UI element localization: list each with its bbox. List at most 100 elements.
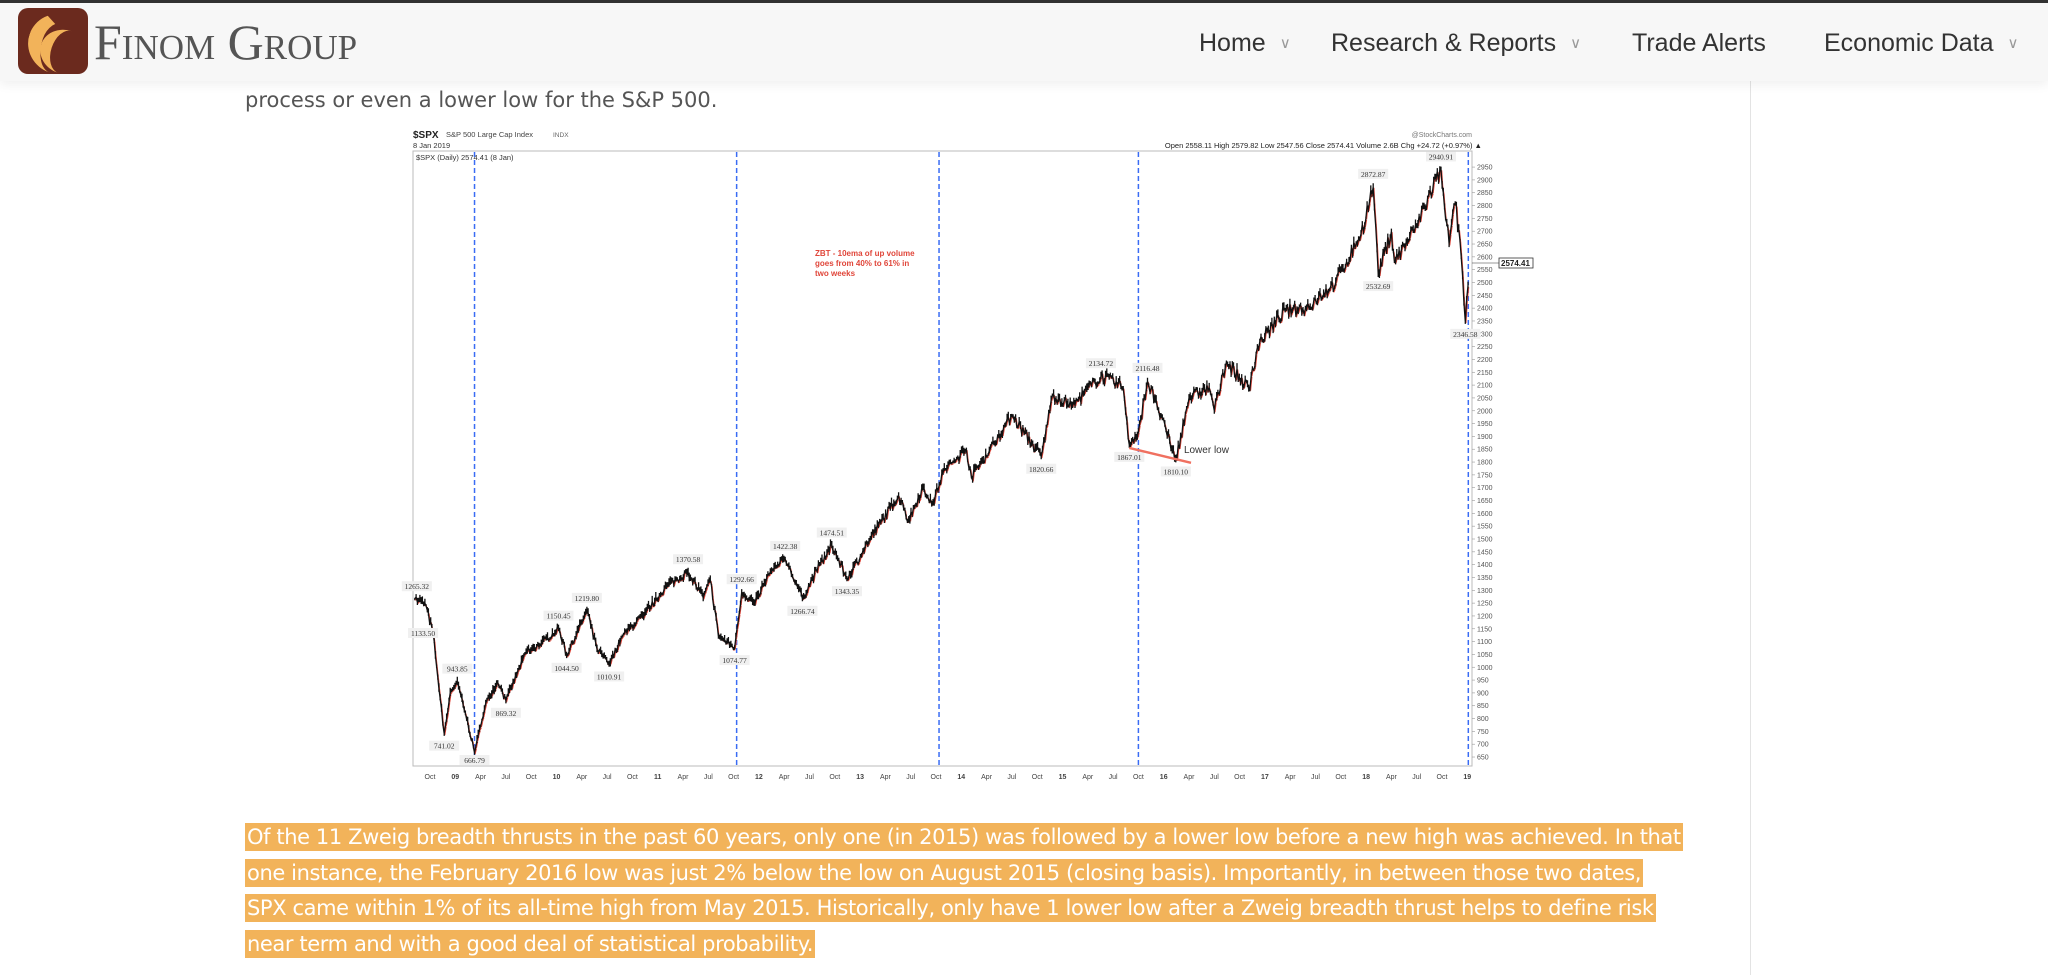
chart-title: S&P 500 Large Cap Index <box>446 130 533 139</box>
price-label-box <box>1132 362 1163 373</box>
y-tick-label: 2050 <box>1477 395 1493 402</box>
price-label-text: 1265.32 <box>405 582 430 591</box>
y-tick-label: 2950 <box>1477 165 1493 172</box>
chevron-down-icon: ∨ <box>1570 35 1582 52</box>
y-tick-label: 1100 <box>1477 639 1492 646</box>
site-header: Finom Group Home ∨ Research & Reports ∨ Tr… <box>0 3 2048 81</box>
price-series <box>414 166 1469 755</box>
x-tick-label: 19 <box>1463 774 1471 781</box>
nav-trade-alerts-label: Trade Alerts <box>1632 28 1766 57</box>
price-label-text: 1820.66 <box>1029 465 1054 474</box>
nav-research-reports[interactable]: Research & Reports ∨ <box>1331 23 1581 63</box>
y-tick-label: 1550 <box>1477 524 1493 531</box>
x-tick-label: Oct <box>728 774 739 781</box>
price-label-box <box>429 740 460 751</box>
logo-text[interactable]: Finom Group <box>94 14 358 70</box>
price-label-box <box>719 655 750 666</box>
chevron-down-icon: ∨ <box>2007 35 2019 52</box>
x-tick-label: Jul <box>704 774 713 781</box>
y-tick-label: 2700 <box>1477 229 1493 236</box>
x-tick-label: Jul <box>1412 774 1421 781</box>
x-tick-label: Jul <box>1311 774 1320 781</box>
price-label-box <box>1114 451 1145 462</box>
chart-exchange: INDX <box>553 132 569 139</box>
nav-economic-label: Economic Data <box>1824 28 1994 57</box>
price-label-box <box>551 662 582 673</box>
price-label-text: 1867.01 <box>1117 453 1142 462</box>
y-tick-label: 1200 <box>1477 613 1493 620</box>
price-label-box <box>1358 168 1389 179</box>
price-label: 741.02 <box>429 740 460 751</box>
price-label: 943.85 <box>442 663 473 674</box>
y-tick-label: 2900 <box>1477 177 1493 184</box>
price-label-box <box>673 554 704 565</box>
x-tick-label: 17 <box>1261 774 1269 781</box>
nav-economic-data[interactable]: Economic Data ∨ <box>1824 23 2019 63</box>
x-tick-label: Apr <box>880 774 892 781</box>
x-tick-label: Apr <box>1082 774 1094 781</box>
price-label: 1265.32 <box>401 581 432 592</box>
y-tick-label: 2250 <box>1477 344 1493 351</box>
nav-trade-alerts[interactable]: Trade Alerts <box>1632 23 1766 63</box>
x-tick-label: Oct <box>931 774 942 781</box>
price-label-text: 666.79 <box>464 756 485 765</box>
price-label-text: 2346.58 <box>1453 330 1478 339</box>
price-label: 1266.74 <box>787 605 818 616</box>
y-tick-label: 2150 <box>1477 370 1493 377</box>
price-label-box <box>459 755 490 765</box>
x-tick-label: Jul <box>1210 774 1219 781</box>
price-label-text: 741.02 <box>434 742 455 751</box>
y-tick-label: 1350 <box>1477 575 1493 582</box>
price-label-box <box>401 581 432 592</box>
price-label: 1219.80 <box>571 592 602 603</box>
x-tick-label: Jul <box>805 774 814 781</box>
y-tick-label: 2750 <box>1477 216 1493 223</box>
price-label-box <box>442 663 473 674</box>
y-tick-label: 2350 <box>1477 318 1493 325</box>
price-label-text: 1219.80 <box>575 594 600 603</box>
price-label: 1074.77 <box>719 655 750 666</box>
x-tick-label: 09 <box>451 774 459 781</box>
price-label-text: 1810.10 <box>1164 467 1189 476</box>
y-tick-label: 2800 <box>1477 203 1493 210</box>
price-label-box <box>1026 463 1057 474</box>
x-tick-label: 13 <box>856 774 864 781</box>
x-tick-label: Oct <box>425 774 436 781</box>
lower-low-label: Lower low <box>1184 445 1230 456</box>
nav-home-label: Home <box>1199 28 1266 57</box>
price-label: 2532.69 <box>1363 281 1394 292</box>
price-label-box <box>408 628 439 639</box>
price-label-box <box>1363 281 1394 292</box>
y-tick-label: 2000 <box>1477 408 1493 415</box>
highlighted-paragraph: Of the 11 Zweig breadth thrusts in the p… <box>245 820 1685 962</box>
nav-home[interactable]: Home ∨ <box>1199 23 1291 63</box>
y-tick-label: 1900 <box>1477 434 1493 441</box>
price-label-text: 1074.77 <box>722 656 747 665</box>
finom-logo-icon[interactable] <box>18 8 88 74</box>
price-label-box <box>1450 328 1481 339</box>
price-label-box <box>816 527 847 538</box>
price-label-text: 1292.66 <box>730 575 755 584</box>
x-tick-label: 10 <box>553 774 561 781</box>
price-label-text: 2872.87 <box>1361 170 1386 179</box>
price-label: 2346.58 <box>1450 328 1481 339</box>
zbt-annotation: ZBT - 10ema of up volume goes from 40% to… <box>815 249 915 278</box>
price-label: 1810.10 <box>1160 466 1191 477</box>
y-tick-label: 1850 <box>1477 447 1493 454</box>
price-label-text: 1370.58 <box>676 555 701 564</box>
price-label: 869.32 <box>490 707 521 718</box>
x-tick-label: 18 <box>1362 774 1370 781</box>
x-tick-label: Jul <box>1109 774 1118 781</box>
price-label-text: 1343.35 <box>835 587 860 596</box>
price-label-text: 2532.69 <box>1366 282 1391 291</box>
x-tick-label: Oct <box>1437 774 1448 781</box>
price-label-text: 1044.50 <box>554 664 579 673</box>
price-label: 2940.91 <box>1425 151 1456 162</box>
y-tick-label: 1000 <box>1477 665 1493 672</box>
y-tick-label: 2450 <box>1477 293 1493 300</box>
price-label-box <box>1085 358 1116 369</box>
x-tick-label: Apr <box>1184 774 1196 781</box>
y-tick-label: 1600 <box>1477 511 1493 518</box>
price-label-box <box>831 586 862 597</box>
price-label-box <box>543 610 574 621</box>
